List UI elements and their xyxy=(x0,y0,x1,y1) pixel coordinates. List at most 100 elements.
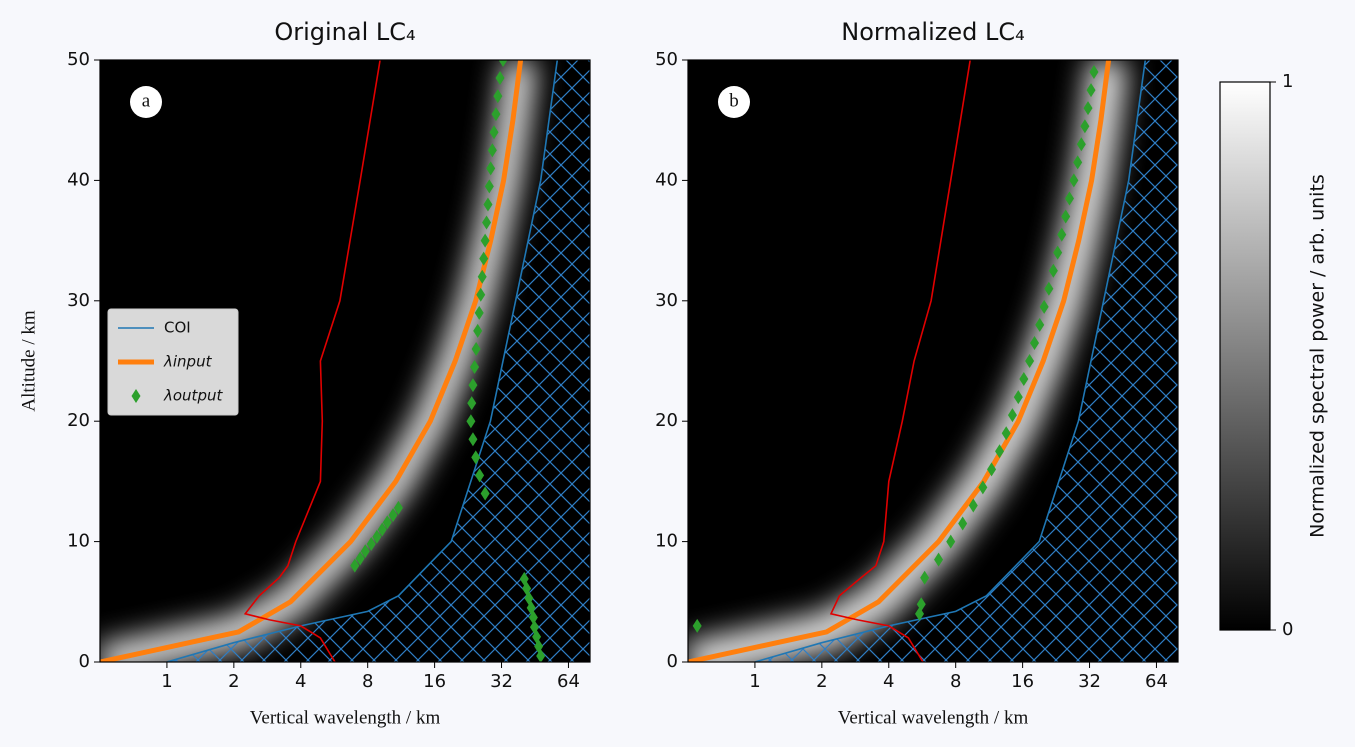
output-marker xyxy=(476,287,486,302)
output-marker xyxy=(493,89,503,104)
plot-frame xyxy=(99,59,591,663)
output-marker xyxy=(995,444,1005,459)
x-tick-label: 8 xyxy=(950,671,961,692)
output-marker xyxy=(388,508,398,523)
output-marker xyxy=(916,597,926,612)
output-marker xyxy=(483,197,493,212)
output-marker xyxy=(1035,317,1045,332)
output-marker xyxy=(498,60,508,67)
output-marker xyxy=(350,558,360,573)
panel-title: Normalized LC₄ xyxy=(841,18,1024,46)
legend-label: λinput xyxy=(163,353,213,371)
output-marker xyxy=(468,378,478,393)
output-marker xyxy=(1053,245,1063,260)
x-tick-label: 2 xyxy=(228,671,239,692)
legend-marker xyxy=(131,389,141,403)
plot-frame xyxy=(687,59,1179,663)
output-marker xyxy=(477,269,487,284)
legend-box xyxy=(107,308,239,416)
coi-line xyxy=(166,60,559,662)
output-marker xyxy=(474,305,484,320)
colorbar-label: Normalized spectral power / arb. units xyxy=(1307,174,1329,538)
output-marker xyxy=(1086,83,1096,98)
output-marker xyxy=(484,179,494,194)
output-marker xyxy=(946,534,956,549)
output-marker xyxy=(1057,227,1067,242)
input-line xyxy=(688,60,1112,662)
x-tick-label: 16 xyxy=(1011,671,1034,692)
output-marker xyxy=(482,215,492,230)
output-marker xyxy=(1013,390,1023,405)
output-marker xyxy=(1001,426,1011,441)
x-tick-label: 64 xyxy=(1145,671,1168,692)
output-marker xyxy=(360,544,370,559)
output-marker xyxy=(479,251,489,266)
output-marker xyxy=(495,71,505,86)
x-tick-label: 64 xyxy=(557,671,580,692)
y-tick-label: 20 xyxy=(67,410,90,431)
output-marker xyxy=(382,515,392,530)
y-tick-label: 0 xyxy=(667,651,678,672)
input-line xyxy=(100,60,524,662)
y-tick-label: 20 xyxy=(655,410,678,431)
output-marker xyxy=(1007,408,1017,423)
x-tick-label: 4 xyxy=(883,671,894,692)
output-marker xyxy=(968,498,978,513)
y-tick-label: 40 xyxy=(67,169,90,190)
output-marker xyxy=(1039,299,1049,314)
coi-hatch xyxy=(166,60,590,662)
output-marker xyxy=(355,551,365,566)
output-marker xyxy=(475,468,485,483)
output-marker xyxy=(1083,101,1093,116)
output-marker xyxy=(1064,191,1074,206)
output-marker xyxy=(519,571,529,586)
output-marker xyxy=(471,450,481,465)
panel-label: a xyxy=(142,90,151,111)
output-marker xyxy=(489,125,499,140)
legend-label: COI xyxy=(164,319,191,337)
coi-line xyxy=(754,60,1147,662)
x-tick-label: 2 xyxy=(816,671,827,692)
y-tick-label: 50 xyxy=(655,49,678,70)
x-tick-label: 1 xyxy=(161,671,172,692)
output-marker xyxy=(1069,173,1079,188)
output-marker xyxy=(1025,354,1035,368)
output-marker xyxy=(1080,119,1090,134)
panel-badge xyxy=(130,86,162,118)
x-tick-label: 32 xyxy=(490,671,513,692)
panel: 0 10 20 30 40 50 1 2 4 8 16 32 64 Original LC₄ Vertica… xyxy=(18,18,591,728)
output-marker xyxy=(934,552,944,567)
output-marker xyxy=(1073,155,1083,170)
y-tick-label: 0 xyxy=(79,651,90,672)
output-marker xyxy=(978,480,988,495)
output-marker xyxy=(468,432,478,447)
panel-title: Original LC₄ xyxy=(274,18,415,46)
output-marker xyxy=(377,522,387,537)
panel-badge xyxy=(718,86,750,118)
output-marker xyxy=(470,360,480,375)
panel: 0 10 20 30 40 50 1 2 4 8 16 32 64 Normalized LC₄ Verti… xyxy=(655,18,1179,728)
output-marker xyxy=(480,233,490,248)
output-marker xyxy=(529,620,539,635)
output-marker xyxy=(471,341,481,356)
output-marker xyxy=(1048,263,1058,278)
output-marker xyxy=(480,486,490,501)
plot-area xyxy=(688,60,1178,662)
output-marker xyxy=(692,618,702,633)
contour-line xyxy=(243,60,381,662)
x-tick-label: 8 xyxy=(362,671,373,692)
legend-label: λoutput xyxy=(163,387,223,405)
y-axis-label: Altitude / km xyxy=(18,310,39,412)
output-marker xyxy=(1019,372,1029,387)
legend: COI λinput λoutput xyxy=(107,308,239,416)
x-tick-label: 32 xyxy=(1078,671,1101,692)
output-marker xyxy=(1076,137,1086,152)
output-marker xyxy=(366,537,376,552)
y-tick-label: 30 xyxy=(655,290,678,311)
output-marker xyxy=(536,648,546,662)
output-marker xyxy=(1030,335,1040,350)
output-marker xyxy=(958,516,968,531)
colorbar xyxy=(1219,81,1271,631)
x-tick-label: 16 xyxy=(423,671,446,692)
